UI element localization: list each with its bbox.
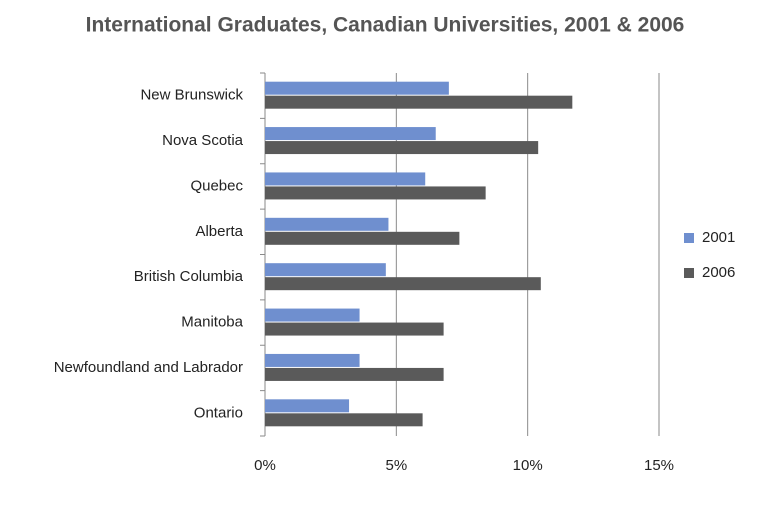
bar	[265, 353, 360, 367]
bar	[265, 263, 386, 277]
x-tick-label: 5%	[385, 457, 407, 474]
legend-label: 2001	[702, 229, 735, 246]
bar	[265, 399, 350, 413]
bar	[265, 127, 436, 141]
bar	[265, 186, 486, 200]
bar	[265, 308, 360, 322]
y-tick-label: Alberta	[195, 223, 243, 240]
y-tick-label: British Columbia	[134, 268, 244, 285]
bar	[265, 322, 444, 336]
x-tick-label: 10%	[513, 457, 543, 474]
bar	[265, 95, 573, 109]
bar	[265, 231, 460, 245]
bar	[265, 413, 423, 427]
x-tick-label: 15%	[644, 457, 674, 474]
bar	[265, 141, 539, 155]
y-tick-label: Nova Scotia	[162, 132, 244, 149]
x-tick-label: 0%	[254, 457, 276, 474]
y-tick-label: Newfoundland and Labrador	[54, 359, 243, 376]
y-tick-label: Ontario	[194, 404, 243, 421]
bar	[265, 367, 444, 381]
legend-swatch	[684, 268, 694, 278]
bar	[265, 81, 449, 95]
y-tick-label: Manitoba	[181, 314, 243, 331]
legend-swatch	[684, 233, 694, 243]
bar	[265, 217, 389, 231]
bar	[265, 172, 426, 186]
legend-label: 2006	[702, 264, 735, 281]
bar	[265, 277, 541, 291]
y-tick-label: New Brunswick	[140, 87, 243, 104]
chart-title: International Graduates, Canadian Univer…	[86, 14, 685, 37]
y-tick-label: Quebec	[190, 177, 243, 194]
